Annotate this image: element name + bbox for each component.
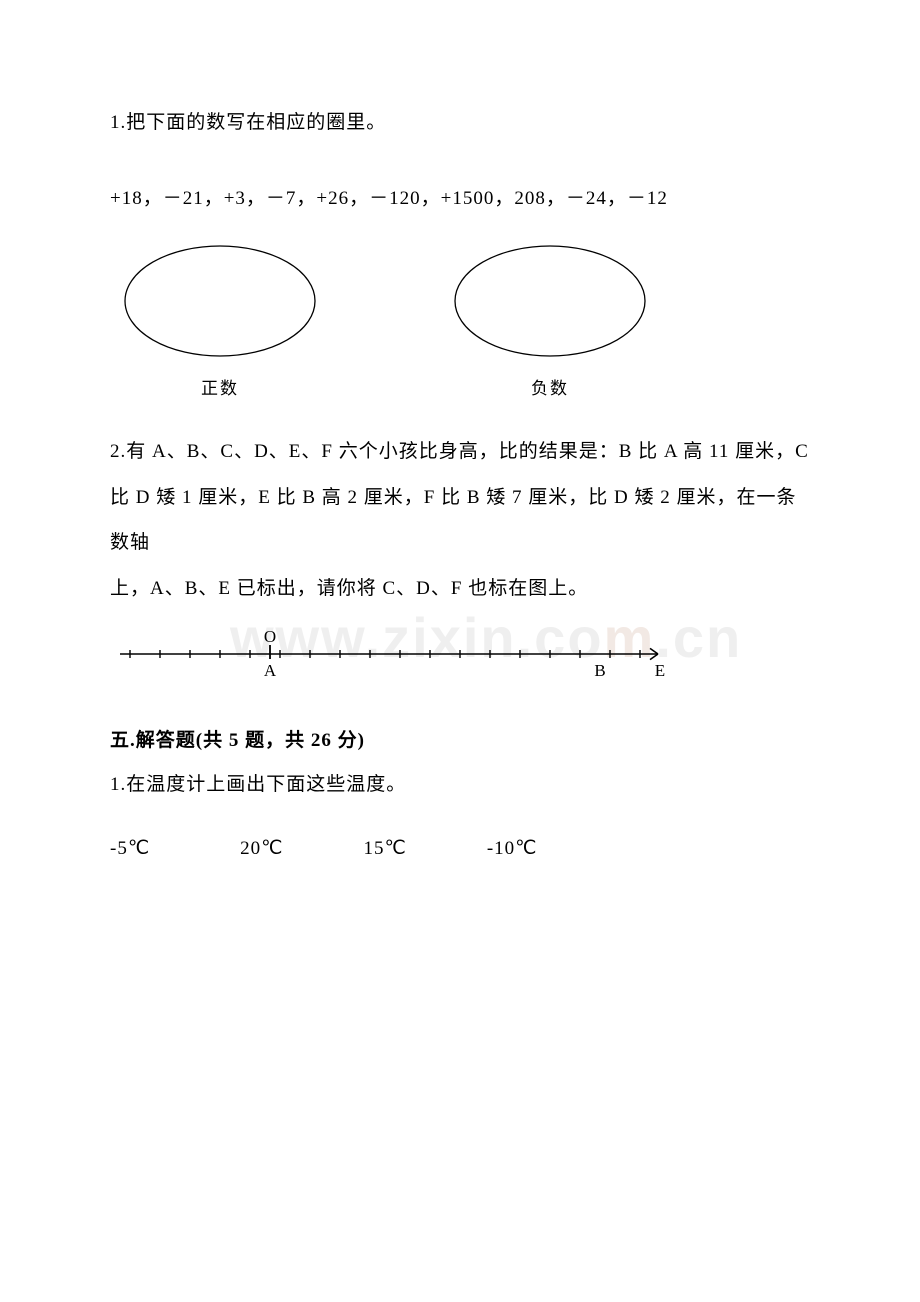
- ellipse-positive-svg: [120, 241, 320, 361]
- temp-value: 15℃: [364, 837, 407, 860]
- q2-line3: 上，A、B、E 已标出，请你将 C、D、F 也标在图上。: [110, 566, 810, 612]
- temp-value: -10℃: [487, 837, 538, 860]
- document-content: 1.把下面的数写在相应的圈里。 +18，－21，+3，－7，+26，－120，+…: [0, 0, 920, 860]
- q5-1-number: 1.: [110, 774, 126, 795]
- temp-value: 20℃: [240, 837, 283, 860]
- q5-1-prompt: 1.在温度计上画出下面这些温度。: [110, 762, 810, 808]
- q1-ellipses: 正数 负数: [110, 241, 810, 399]
- ellipse-positive-shape: [125, 246, 315, 356]
- svg-text:E: E: [655, 661, 665, 680]
- q2-line1: 2.有 A、B、C、D、E、F 六个小孩比身高，比的结果是：B 比 A 高 11…: [110, 429, 810, 475]
- svg-text:O: O: [264, 630, 276, 646]
- ellipse-negative: 负数: [450, 241, 650, 399]
- q5-1-text: 在温度计上画出下面这些温度。: [126, 774, 406, 795]
- ellipse-positive-label: 正数: [120, 374, 320, 399]
- q2-number: 2.: [110, 441, 126, 462]
- section5-heading: 五.解答题(共 5 题，共 26 分): [110, 725, 810, 752]
- q1-text: 把下面的数写在相应的圈里。: [126, 112, 386, 133]
- svg-text:B: B: [594, 661, 605, 680]
- svg-text:A: A: [264, 661, 277, 680]
- ellipse-negative-label: 负数: [450, 374, 650, 399]
- q5-1-temps: -5℃ 20℃ 15℃ -10℃: [110, 837, 810, 860]
- q2-numberline: OA B E: [110, 630, 670, 690]
- ellipse-positive: 正数: [120, 241, 320, 399]
- q1-numbers: +18，－21，+3，－7，+26，－120，+1500，208，－24，－12: [110, 176, 810, 222]
- q2-text1: 有 A、B、C、D、E、F 六个小孩比身高，比的结果是：B 比 A 高 11 厘…: [126, 441, 809, 462]
- ellipse-negative-shape: [455, 246, 645, 356]
- ellipse-negative-svg: [450, 241, 650, 361]
- temp-value: -5℃: [110, 837, 150, 860]
- q1-prompt: 1.把下面的数写在相应的圈里。: [110, 100, 810, 146]
- q1-number: 1.: [110, 112, 126, 133]
- q2-numberline-wrap: OA B E: [110, 630, 810, 695]
- q2-line2: 比 D 矮 1 厘米，E 比 B 高 2 厘米，F 比 B 矮 7 厘米，比 D…: [110, 475, 810, 566]
